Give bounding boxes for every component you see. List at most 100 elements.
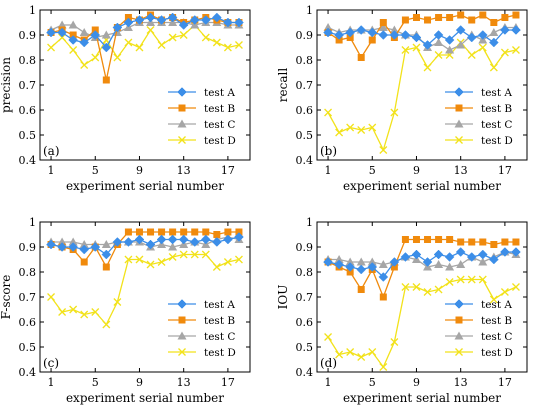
y-tick-label: 0.6 — [296, 316, 314, 329]
x-stroke — [179, 250, 188, 259]
series-line — [50, 236, 240, 256]
data-point — [68, 35, 79, 45]
data-point — [124, 255, 133, 264]
data-point — [456, 40, 466, 49]
data-point — [46, 27, 56, 38]
legend-marker — [178, 316, 186, 324]
data-point — [58, 308, 67, 316]
legend-marker — [178, 348, 186, 356]
data-point — [124, 14, 132, 21]
legend-label: test C — [204, 331, 235, 343]
x-stroke — [146, 26, 155, 34]
data-point — [145, 12, 156, 23]
data-point — [234, 17, 244, 28]
y-tick-label: 0.6 — [19, 104, 37, 117]
series-line — [328, 251, 517, 268]
y-tick-label: 0.4 — [19, 154, 37, 167]
data-point — [444, 252, 455, 262]
data-point — [500, 48, 509, 57]
series-line — [50, 253, 240, 326]
x-stroke — [368, 123, 377, 132]
legend-label: test D — [481, 347, 513, 359]
data-point — [80, 310, 89, 319]
x-stroke — [511, 46, 520, 54]
data-point — [501, 14, 509, 21]
series-test-d — [324, 275, 520, 371]
data-point — [167, 12, 178, 23]
legend-item: test C — [445, 119, 512, 131]
x-stroke — [212, 263, 221, 271]
data-point — [434, 51, 443, 59]
data-point — [168, 253, 177, 261]
data-point — [455, 247, 466, 257]
x-tick-label: 9 — [136, 164, 143, 177]
data-point — [335, 350, 344, 359]
legend-label: test C — [481, 119, 512, 131]
data-point — [490, 19, 498, 26]
chart-panel-4: 0.4 0.5 0.6 0.7 0.8 0.9 1 1 5 9 13 17 experiment ser… — [276, 216, 528, 405]
legend-item: test B — [168, 103, 235, 115]
data-point — [424, 236, 432, 243]
y-tick-label: 0.7 — [296, 291, 314, 304]
legend-label: test B — [204, 103, 235, 115]
x-axis-label: experiment serial number — [343, 391, 501, 405]
data-point — [135, 255, 144, 264]
x-stroke — [335, 350, 344, 359]
y-tick-label: 0.6 — [296, 104, 314, 117]
data-point — [47, 293, 56, 301]
x-stroke — [234, 255, 243, 264]
legend-marker — [454, 87, 464, 97]
data-point — [157, 41, 166, 49]
x-stroke — [47, 293, 56, 301]
data-point — [456, 260, 466, 268]
data-point — [478, 257, 488, 266]
x-stroke — [489, 295, 498, 304]
data-point — [500, 25, 510, 35]
x-stroke — [80, 310, 89, 319]
y-axis-label: F-score — [0, 275, 13, 320]
data-point — [368, 36, 376, 44]
x-stroke — [124, 38, 133, 47]
x-stroke — [69, 46, 78, 54]
data-point — [368, 348, 377, 356]
legend-label: test A — [481, 87, 512, 99]
x-stroke — [324, 333, 333, 341]
x-tick-label: 13 — [177, 164, 191, 177]
y-axis-label: recall — [276, 68, 290, 103]
x-tick-label: 1 — [325, 376, 332, 389]
x-stroke — [234, 41, 243, 49]
data-point — [400, 30, 411, 40]
legend-marker — [454, 299, 464, 309]
legend-marker — [177, 119, 187, 128]
data-point — [379, 293, 387, 301]
x-stroke — [423, 288, 432, 296]
data-point — [189, 237, 200, 247]
legend-marker — [455, 316, 463, 324]
data-point — [79, 37, 90, 48]
data-point — [412, 43, 421, 52]
series-line — [50, 21, 239, 39]
legend-item: test C — [168, 331, 235, 343]
data-point — [335, 36, 343, 44]
data-point — [435, 236, 443, 243]
data-point — [356, 264, 367, 275]
data-point — [412, 14, 420, 21]
data-point — [401, 46, 410, 54]
data-point — [368, 123, 377, 132]
data-point — [201, 33, 210, 42]
data-point — [69, 305, 78, 314]
data-point — [411, 249, 422, 260]
legend-item: test C — [445, 331, 512, 343]
x-stroke — [190, 250, 199, 259]
y-tick-label: 0.4 — [19, 366, 37, 379]
data-point — [146, 260, 155, 269]
x-stroke — [113, 53, 122, 62]
x-stroke — [434, 285, 443, 294]
x-stroke — [434, 51, 443, 59]
data-point — [390, 108, 399, 117]
series-test-a — [46, 12, 244, 53]
data-point — [488, 37, 499, 48]
data-point — [400, 252, 411, 262]
legend-marker — [177, 87, 187, 97]
x-stroke — [80, 61, 89, 69]
